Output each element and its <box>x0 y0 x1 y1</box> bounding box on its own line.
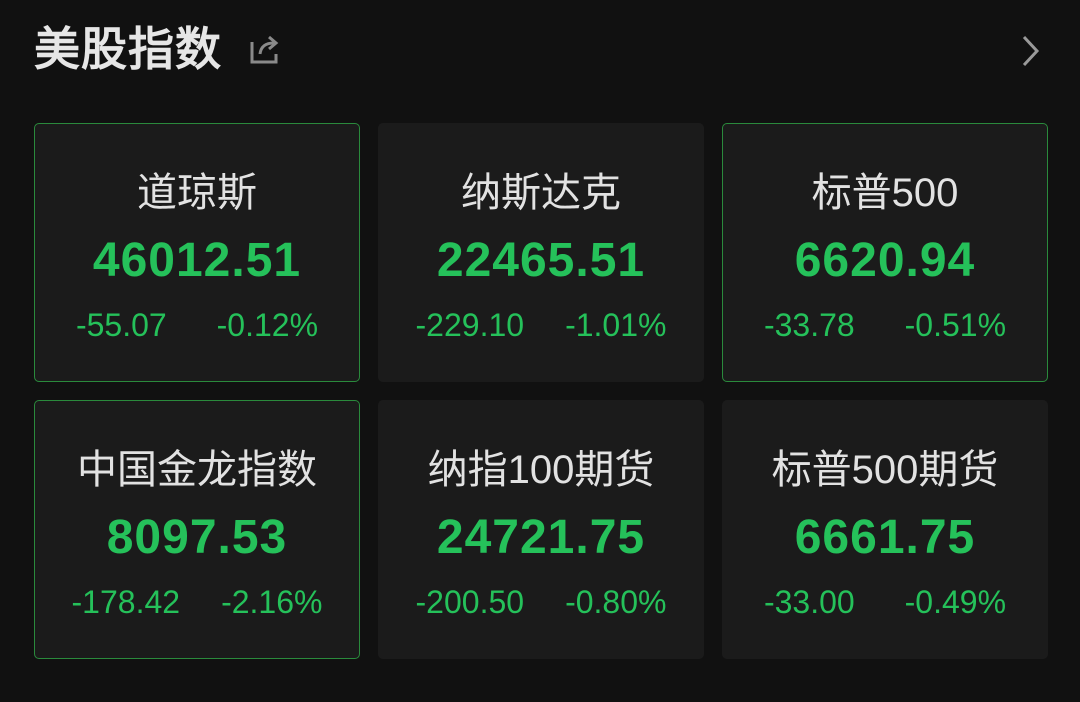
index-changes: -55.07 -0.12% <box>51 307 343 344</box>
section-title: 美股指数 <box>34 23 222 75</box>
index-grid: 道琼斯 46012.51 -55.07 -0.12% 纳斯达克 22465.51… <box>34 123 1048 659</box>
index-change: -33.00 <box>763 584 855 620</box>
index-value: 46012.51 <box>92 234 302 287</box>
index-changes: -33.78 -0.51% <box>739 307 1031 344</box>
index-card[interactable]: 中国金龙指数 8097.53 -178.42 -2.16% <box>34 400 360 659</box>
index-value: 8097.53 <box>106 511 288 564</box>
index-change-percent: -2.16% <box>221 584 323 620</box>
index-card[interactable]: 标普500 6620.94 -33.78 -0.51% <box>722 123 1048 382</box>
index-value: 6620.94 <box>794 234 976 287</box>
index-changes: -229.10 -1.01% <box>395 307 687 344</box>
index-name: 标普500 <box>811 171 959 215</box>
index-change-percent: -0.51% <box>904 307 1007 343</box>
index-change: -229.10 <box>415 307 525 343</box>
index-change-percent: -0.49% <box>904 584 1007 620</box>
index-card[interactable]: 道琼斯 46012.51 -55.07 -0.12% <box>34 123 360 382</box>
chevron-right-icon[interactable] <box>1020 34 1042 68</box>
index-name: 中国金龙指数 <box>77 448 317 492</box>
index-card[interactable]: 标普500期货 6661.75 -33.00 -0.49% <box>722 400 1048 659</box>
index-name: 标普500期货 <box>771 448 999 492</box>
index-value: 6661.75 <box>794 511 976 564</box>
share-icon[interactable] <box>248 32 282 66</box>
index-change-percent: -0.12% <box>216 307 319 343</box>
index-changes: -178.42 -2.16% <box>51 584 343 621</box>
index-card[interactable]: 纳指100期货 24721.75 -200.50 -0.80% <box>378 400 704 659</box>
index-changes: -33.00 -0.49% <box>739 584 1031 621</box>
index-card[interactable]: 纳斯达克 22465.51 -229.10 -1.01% <box>378 123 704 382</box>
index-name: 纳斯达克 <box>461 171 621 215</box>
index-change: -33.78 <box>763 307 855 343</box>
index-change: -178.42 <box>71 584 181 620</box>
index-value: 22465.51 <box>436 234 646 287</box>
index-change: -55.07 <box>75 307 167 343</box>
index-name: 纳指100期货 <box>427 448 655 492</box>
index-name: 道琼斯 <box>137 171 257 215</box>
section-header: 美股指数 <box>34 14 282 78</box>
index-change-percent: -0.80% <box>565 584 667 620</box>
index-change: -200.50 <box>415 584 525 620</box>
index-change-percent: -1.01% <box>565 307 667 343</box>
index-changes: -200.50 -0.80% <box>395 584 687 621</box>
index-value: 24721.75 <box>436 511 646 564</box>
